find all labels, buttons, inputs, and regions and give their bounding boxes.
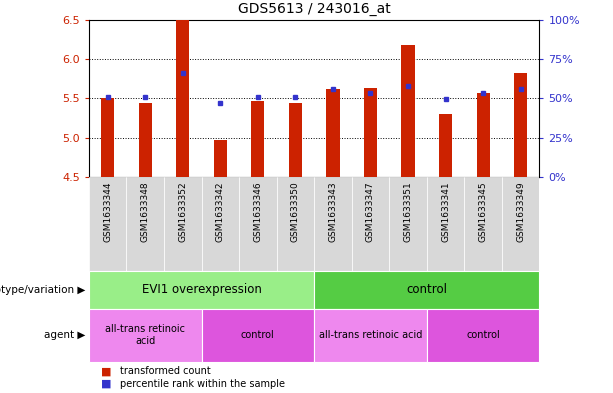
Title: GDS5613 / 243016_at: GDS5613 / 243016_at <box>238 2 390 16</box>
Bar <box>352 177 389 271</box>
Bar <box>502 177 539 271</box>
Bar <box>402 45 414 177</box>
Bar <box>126 177 164 271</box>
Bar <box>465 177 502 271</box>
Text: GSM1633348: GSM1633348 <box>141 182 150 242</box>
Text: agent ▶: agent ▶ <box>45 330 86 340</box>
Bar <box>202 177 239 271</box>
Text: EVI1 overexpression: EVI1 overexpression <box>142 283 262 296</box>
Bar <box>439 114 452 177</box>
Bar <box>476 93 490 177</box>
Text: ■: ■ <box>101 366 112 376</box>
Text: GSM1633341: GSM1633341 <box>441 182 450 242</box>
Text: GSM1633345: GSM1633345 <box>479 182 487 242</box>
Bar <box>139 103 152 177</box>
Text: GSM1633346: GSM1633346 <box>253 182 262 242</box>
Text: GSM1633347: GSM1633347 <box>366 182 375 242</box>
Text: control: control <box>406 283 447 296</box>
Bar <box>364 88 377 177</box>
Text: ■: ■ <box>101 378 112 389</box>
Text: genotype/variation ▶: genotype/variation ▶ <box>0 285 86 295</box>
Text: GSM1633349: GSM1633349 <box>516 182 525 242</box>
Bar <box>289 103 302 177</box>
Text: GSM1633350: GSM1633350 <box>291 182 300 242</box>
Bar <box>239 177 276 271</box>
Bar <box>427 177 465 271</box>
Text: GSM1633342: GSM1633342 <box>216 182 225 242</box>
Text: GSM1633351: GSM1633351 <box>403 182 413 242</box>
Bar <box>389 177 427 271</box>
Bar <box>164 177 202 271</box>
Bar <box>326 89 340 177</box>
Text: GSM1633352: GSM1633352 <box>178 182 187 242</box>
Text: GSM1633343: GSM1633343 <box>329 182 337 242</box>
Bar <box>214 140 227 177</box>
Text: GSM1633344: GSM1633344 <box>103 182 112 242</box>
Bar <box>514 73 527 177</box>
Text: control: control <box>241 330 275 340</box>
Bar <box>314 177 352 271</box>
Text: all-trans retinoic
acid: all-trans retinoic acid <box>105 324 185 346</box>
Text: transformed count: transformed count <box>120 366 210 376</box>
Bar <box>89 177 126 271</box>
Bar <box>101 98 114 177</box>
Bar <box>176 20 189 177</box>
Bar <box>251 101 264 177</box>
Text: percentile rank within the sample: percentile rank within the sample <box>120 378 284 389</box>
Text: all-trans retinoic acid: all-trans retinoic acid <box>319 330 422 340</box>
Bar <box>276 177 314 271</box>
Text: control: control <box>466 330 500 340</box>
